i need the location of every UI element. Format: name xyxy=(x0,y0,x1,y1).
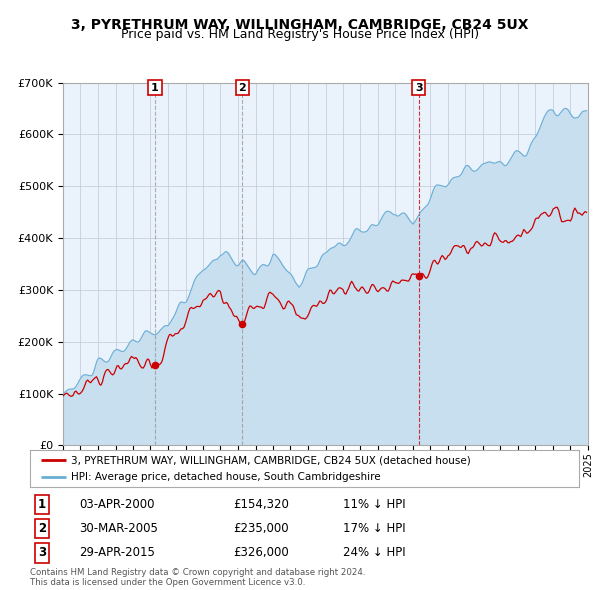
Text: 2: 2 xyxy=(238,83,246,93)
Text: Price paid vs. HM Land Registry's House Price Index (HPI): Price paid vs. HM Land Registry's House … xyxy=(121,28,479,41)
Text: 1: 1 xyxy=(38,498,46,511)
Text: 17% ↓ HPI: 17% ↓ HPI xyxy=(343,522,406,535)
Text: £235,000: £235,000 xyxy=(233,522,289,535)
Text: 3, PYRETHRUM WAY, WILLINGHAM, CAMBRIDGE, CB24 5UX: 3, PYRETHRUM WAY, WILLINGHAM, CAMBRIDGE,… xyxy=(71,18,529,32)
Text: 2: 2 xyxy=(38,522,46,535)
Text: 24% ↓ HPI: 24% ↓ HPI xyxy=(343,546,406,559)
Text: £154,320: £154,320 xyxy=(233,498,289,511)
Text: 3, PYRETHRUM WAY, WILLINGHAM, CAMBRIDGE, CB24 5UX (detached house): 3, PYRETHRUM WAY, WILLINGHAM, CAMBRIDGE,… xyxy=(71,455,471,465)
Text: 03-APR-2000: 03-APR-2000 xyxy=(79,498,155,511)
Text: 3: 3 xyxy=(38,546,46,559)
Text: HPI: Average price, detached house, South Cambridgeshire: HPI: Average price, detached house, Sout… xyxy=(71,472,381,482)
Text: 1: 1 xyxy=(151,83,159,93)
Text: 11% ↓ HPI: 11% ↓ HPI xyxy=(343,498,406,511)
Text: £326,000: £326,000 xyxy=(233,546,289,559)
Text: Contains HM Land Registry data © Crown copyright and database right 2024.
This d: Contains HM Land Registry data © Crown c… xyxy=(30,568,365,587)
Text: 3: 3 xyxy=(415,83,422,93)
Text: 30-MAR-2005: 30-MAR-2005 xyxy=(79,522,158,535)
Text: 29-APR-2015: 29-APR-2015 xyxy=(79,546,155,559)
